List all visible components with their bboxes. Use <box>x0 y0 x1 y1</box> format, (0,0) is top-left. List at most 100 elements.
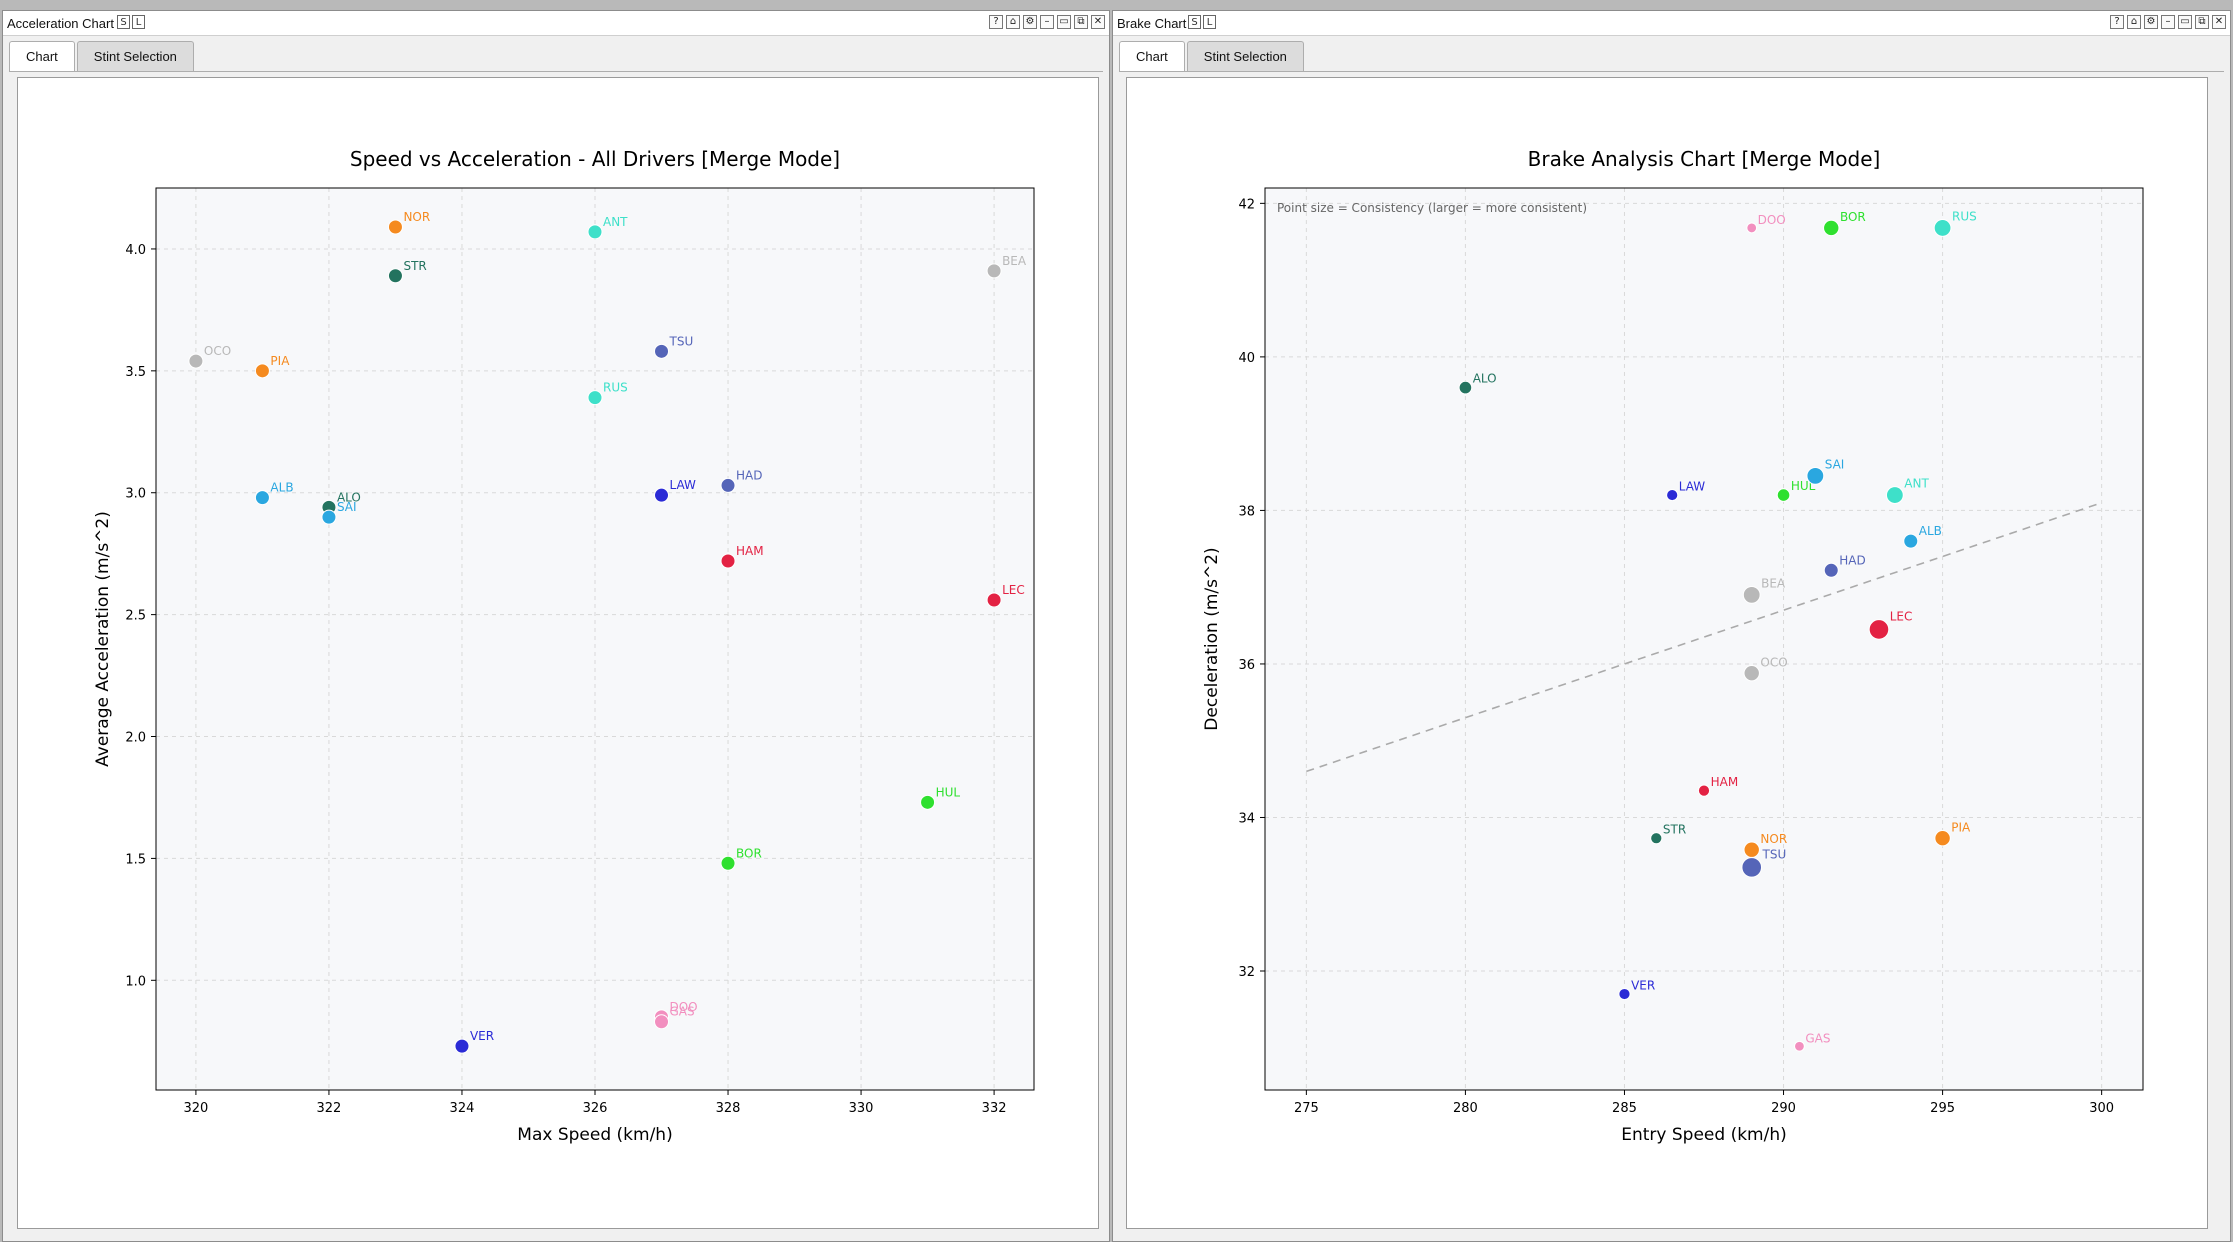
point-hul <box>920 794 936 810</box>
point-had <box>1823 562 1839 578</box>
consistency-annotation: Point size = Consistency (larger = more … <box>1277 201 1587 215</box>
acceleration-scatter-chart[interactable]: 320 322 324 326 328 330 332 1.0 1.5 2.0 2.5 3.0 3.5 4… <box>18 78 1100 1230</box>
y-tick-label: 34 <box>1238 811 1255 826</box>
point-ant <box>1885 486 1904 504</box>
maximize-icon[interactable]: ▭ <box>2178 15 2192 29</box>
x-tick-label: 285 <box>1612 1101 1637 1116</box>
x-tick-label: 280 <box>1453 1101 1478 1116</box>
point-lec <box>986 592 1002 608</box>
window-buttons: ? ⌂ ⚙ – ▭ ⧉ ✕ <box>989 15 1105 29</box>
chart-title: Speed vs Acceleration - All Drivers [Mer… <box>350 147 840 171</box>
tab-chart[interactable]: Chart <box>9 41 75 72</box>
y-tick-label: 42 <box>1238 197 1255 212</box>
gear-icon[interactable]: ⚙ <box>2144 15 2158 29</box>
brake-scatter-chart[interactable]: 275 280 285 290 295 300 32 34 36 38 40 42 Brake Anal… <box>1127 78 2209 1230</box>
point-law <box>1666 488 1679 502</box>
y-axis-label: Average Acceleration (m/s^2) <box>93 511 113 767</box>
point-label-bea: BEA <box>1002 254 1027 268</box>
l-icon[interactable]: L <box>132 15 145 29</box>
maximize-icon[interactable]: ▭ <box>1057 15 1071 29</box>
s-icon[interactable]: S <box>117 15 130 29</box>
point-label-alo: ALO <box>1473 371 1497 385</box>
point-nor <box>387 219 403 235</box>
home-icon[interactable]: ⌂ <box>2127 15 2141 29</box>
x-tick-label: 332 <box>982 1101 1007 1116</box>
help-icon[interactable]: ? <box>2110 15 2124 29</box>
tab-stint-selection[interactable]: Stint Selection <box>1186 41 1304 71</box>
chart-frame: 320 322 324 326 328 330 332 1.0 1.5 2.0 2.5 3.0 3.5 4… <box>17 77 1099 1229</box>
home-icon[interactable]: ⌂ <box>1006 15 1020 29</box>
point-bor <box>720 855 736 871</box>
point-lec <box>1868 619 1890 640</box>
point-label-law: LAW <box>1679 479 1706 493</box>
x-tick-label: 300 <box>2089 1101 2114 1116</box>
minimize-icon[interactable]: – <box>1040 15 1054 29</box>
point-doo <box>1746 222 1758 234</box>
point-label-nor: NOR <box>1760 832 1787 846</box>
point-label-ver: VER <box>470 1029 494 1043</box>
x-tick-label: 320 <box>183 1101 208 1116</box>
y-axis-label: Deceleration (m/s^2) <box>1202 547 1222 730</box>
gear-icon[interactable]: ⚙ <box>1023 15 1037 29</box>
restore-icon[interactable]: ⧉ <box>1074 15 1088 29</box>
help-icon[interactable]: ? <box>989 15 1003 29</box>
chart-frame: 275 280 285 290 295 300 32 34 36 38 40 42 Brake Anal… <box>1126 77 2208 1229</box>
point-hul <box>1776 488 1791 502</box>
point-label-sai: SAI <box>337 500 357 514</box>
point-ver <box>1618 987 1631 1001</box>
point-label-tsu: TSU <box>1762 848 1787 862</box>
titlebar: Brake Chart S L ? ⌂ ⚙ – ▭ ⧉ ✕ <box>1113 11 2230 36</box>
window-buttons: ? ⌂ ⚙ – ▭ ⧉ ✕ <box>2110 15 2226 29</box>
point-label-ver: VER <box>1631 978 1655 992</box>
acceleration-chart-window: Acceleration Chart S L ? ⌂ ⚙ – ▭ ⧉ ✕ Cha… <box>2 10 1110 1242</box>
y-tick-label: 40 <box>1238 351 1255 366</box>
minimize-icon[interactable]: – <box>2161 15 2175 29</box>
x-axis-label: Entry Speed (km/h) <box>1621 1125 1787 1145</box>
point-label-nor: NOR <box>403 210 430 224</box>
s-icon[interactable]: S <box>1188 15 1201 29</box>
point-sai <box>321 509 337 525</box>
point-label-alo: ALO <box>337 490 361 504</box>
chart-title: Brake Analysis Chart [Merge Mode] <box>1528 147 1881 171</box>
y-tick-label: 32 <box>1238 965 1255 980</box>
tab-chart[interactable]: Chart <box>1119 41 1185 72</box>
point-label-oco: OCO <box>204 344 231 358</box>
point-str <box>387 268 403 284</box>
close-icon[interactable]: ✕ <box>1091 15 1105 29</box>
x-tick-label: 326 <box>583 1101 608 1116</box>
restore-icon[interactable]: ⧉ <box>2195 15 2209 29</box>
point-label-ant: ANT <box>603 215 628 229</box>
y-tick-label: 4.0 <box>125 243 146 258</box>
point-ham <box>720 553 736 569</box>
point-label-pia: PIA <box>270 354 290 368</box>
x-tick-label: 324 <box>450 1101 475 1116</box>
x-tick-label: 295 <box>1930 1101 1955 1116</box>
point-label-lec: LEC <box>1002 583 1025 597</box>
point-label-gas: GAS <box>670 1005 695 1019</box>
point-alo <box>1458 380 1473 395</box>
point-ham <box>1697 784 1711 797</box>
point-label-alb: ALB <box>1919 524 1942 538</box>
tab-bar: Chart Stint Selection <box>1119 41 1306 72</box>
point-label-pia: PIA <box>1951 821 1971 835</box>
point-label-gas: GAS <box>1805 1031 1830 1045</box>
point-label-rus: RUS <box>603 381 628 395</box>
close-icon[interactable]: ✕ <box>2212 15 2226 29</box>
point-sai <box>1806 466 1825 485</box>
l-icon[interactable]: L <box>1203 15 1216 29</box>
point-label-hul: HUL <box>936 785 961 799</box>
point-alb <box>1903 533 1919 549</box>
point-bea <box>1742 585 1761 604</box>
x-tick-label: 330 <box>849 1101 874 1116</box>
point-nor <box>1743 841 1760 858</box>
x-tick-label: 275 <box>1294 1101 1319 1116</box>
point-label-had: HAD <box>736 468 762 482</box>
point-bor <box>1823 219 1840 237</box>
x-tick-label: 322 <box>317 1101 342 1116</box>
point-label-tsu: TSU <box>669 334 694 348</box>
point-rus <box>1933 219 1952 237</box>
tab-stint-selection[interactable]: Stint Selection <box>76 41 194 71</box>
point-label-ant: ANT <box>1904 477 1929 491</box>
y-tick-label: 38 <box>1238 504 1255 519</box>
point-bea <box>986 263 1002 279</box>
